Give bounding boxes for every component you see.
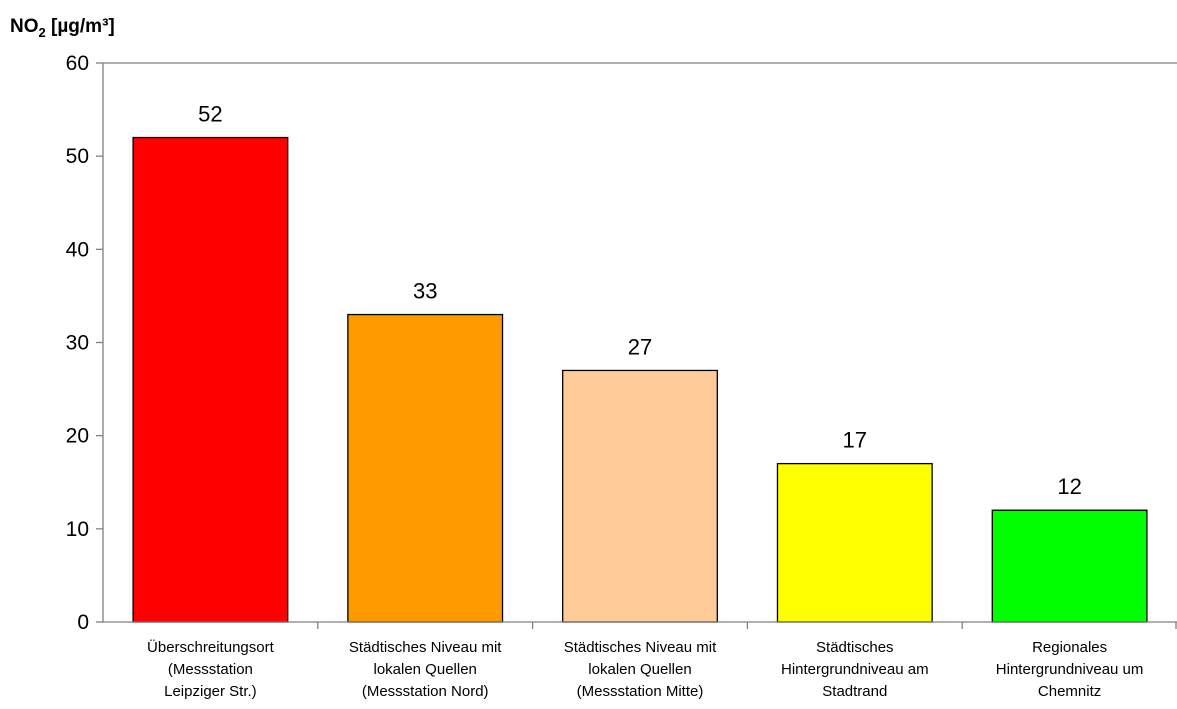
bars <box>132 136 1148 623</box>
y-tick-label: 50 <box>66 145 89 168</box>
category-label: Überschreitungsort (Messstation Leipziger … <box>147 638 275 700</box>
y-tick-label: 30 <box>66 332 89 355</box>
data-label: 17 <box>843 428 867 453</box>
y-tick-label: 10 <box>66 518 89 541</box>
bar <box>132 136 289 623</box>
bar <box>347 313 504 623</box>
bar <box>562 369 718 623</box>
y-axis-label: NO2 [µg/m³] <box>10 16 115 40</box>
bar <box>991 509 1148 623</box>
y-axis-label-subscript: 2 <box>39 25 46 40</box>
category-label: Städtisches Hintergrundniveau am Stadtrand <box>781 639 929 700</box>
category-label: Regionales Hintergrundniveau um Chemnitz <box>996 639 1144 700</box>
data-label: 12 <box>1057 474 1081 499</box>
category-label: Städtisches Niveau mit lokalen Quellen (Me… <box>564 639 717 700</box>
data-label: 52 <box>198 102 222 127</box>
bar <box>776 462 933 623</box>
data-label: 27 <box>628 334 652 359</box>
y-axis-label-main: NO <box>10 16 39 37</box>
y-tick-label: 60 <box>66 52 89 75</box>
category-label: Städtisches Niveau mit lokalen Quellen (Me… <box>349 639 502 700</box>
data-label: 33 <box>413 279 437 304</box>
y-axis-label-unit: [µg/m³] <box>46 16 115 37</box>
data-labels: 52 33 27 17 12 <box>198 102 1082 500</box>
category-labels: Überschreitungsort (Messstation Leipziger … <box>147 638 1143 700</box>
y-tick-label: 40 <box>66 238 89 261</box>
axes <box>102 62 1177 629</box>
y-tick-label: 20 <box>66 425 89 448</box>
y-axis-ticks: 0 10 20 30 40 50 60 <box>66 52 103 634</box>
y-tick-label: 0 <box>77 611 89 634</box>
